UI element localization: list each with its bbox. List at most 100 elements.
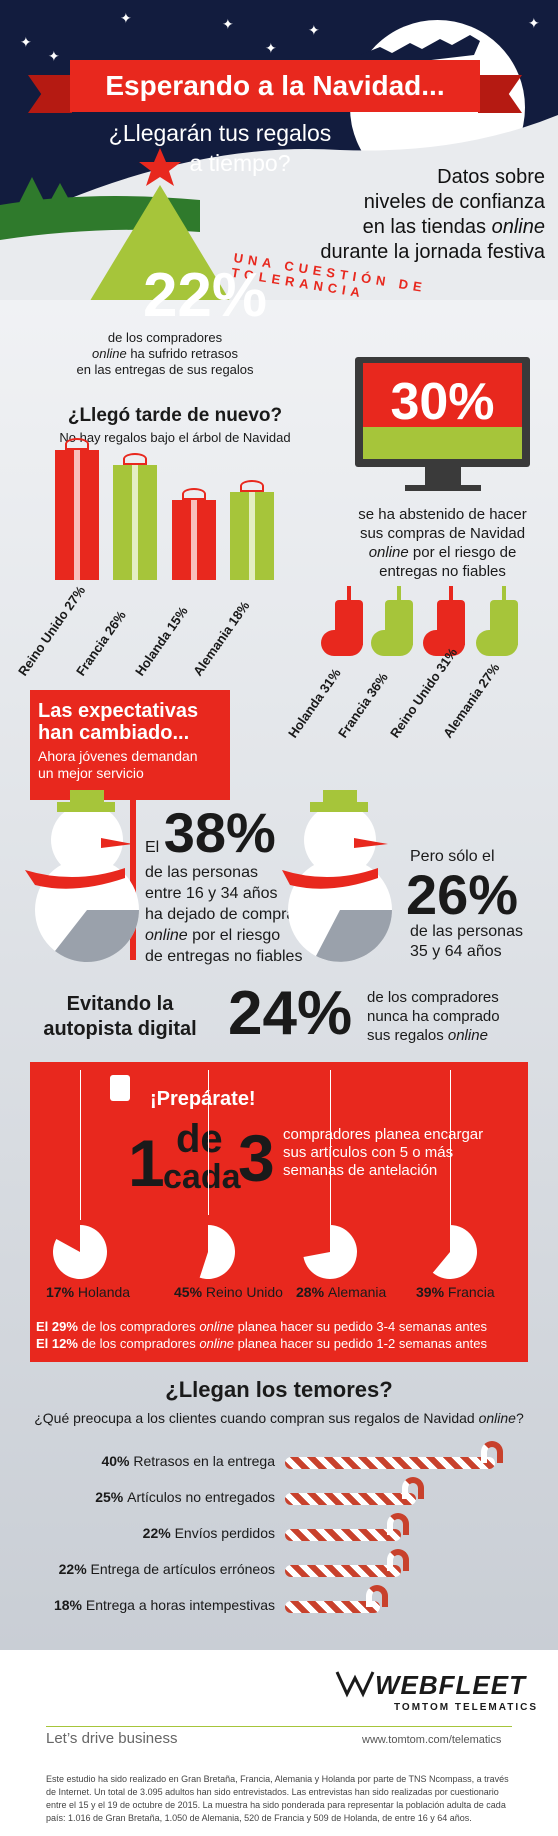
carrot-nose xyxy=(354,838,388,848)
snowman-head xyxy=(51,804,123,876)
stocking-hook xyxy=(397,586,401,600)
gift-ribbon xyxy=(191,500,197,580)
ratio-three: 3 xyxy=(238,1121,275,1195)
ratio-de: de xyxy=(176,1117,223,1161)
fear-label: 22% Entrega de artículos erróneos xyxy=(20,1561,275,1577)
expectations-subtitle: Ahora jóvenes demandan un mejor servicio xyxy=(38,748,198,782)
gift-bow-icon xyxy=(65,438,89,450)
star-icon: ✦ xyxy=(48,48,60,64)
star-icon: ✦ xyxy=(120,10,132,26)
ornament-value: 28% xyxy=(296,1284,328,1300)
stocking-foot xyxy=(321,630,363,656)
young-line: de entregas no fiables xyxy=(145,948,303,965)
old-line: 35 y 64 años xyxy=(410,943,502,960)
subtitle-line: ¿Llegarán tus regalos xyxy=(108,120,332,146)
monitor-screen xyxy=(363,363,522,427)
fear-value: 18% xyxy=(53,1597,86,1613)
gift-bow-icon xyxy=(240,480,264,492)
ornament-label: 45% Reino Unido xyxy=(174,1284,283,1300)
ornament-label: 28% Alemania xyxy=(296,1284,386,1300)
late-again-subtitle: No hay regalos bajo el árbol de Navidad xyxy=(59,430,291,445)
star-icon xyxy=(139,148,181,186)
fear-label: 40% Retrasos en la entrega xyxy=(20,1453,275,1469)
highway-title: Evitando la autopista digital xyxy=(25,992,215,1042)
hat-top xyxy=(323,790,357,806)
ornament-country: Reino Unido xyxy=(205,1284,283,1300)
hat-brim xyxy=(57,802,115,812)
tagline: Let’s drive business xyxy=(46,1730,178,1747)
scarf xyxy=(282,868,378,889)
highway-line: de los compradores xyxy=(367,989,499,1006)
delay-line: en las entregas de sus regalos xyxy=(76,362,254,377)
gift-ribbon xyxy=(249,492,255,580)
prepare-title: ¡Prepárate! xyxy=(150,1088,256,1110)
ornament-value: 17% xyxy=(46,1284,78,1300)
ornament-label: 39% Francia xyxy=(416,1284,495,1300)
star-icon: ✦ xyxy=(222,16,234,32)
ornament-country: Holanda xyxy=(77,1284,131,1300)
hat-top xyxy=(70,790,104,806)
ratio-cada: cada xyxy=(163,1158,241,1196)
gift-ribbon xyxy=(132,465,138,580)
fear-text: Entrega de artículos erróneos xyxy=(90,1561,275,1577)
highway-line: sus regalos online xyxy=(367,1027,488,1044)
gift-ribbon xyxy=(74,450,80,580)
candy-cane-hook-icon xyxy=(481,1441,503,1463)
candy-cane-hook-icon xyxy=(387,1513,409,1535)
delay-line: de los compradores xyxy=(107,330,223,345)
footer-link[interactable]: www.tomtom.com/telematics xyxy=(362,1734,502,1746)
candy-cane-hook-icon xyxy=(402,1477,424,1499)
old-description: de las personas 35 y 64 años xyxy=(410,922,523,962)
young-line: de las personas xyxy=(145,864,258,881)
sign-pole xyxy=(130,790,136,960)
highway-description: de los compradores nunca ha comprado sus… xyxy=(367,988,500,1045)
candy-cane-bar xyxy=(285,1601,380,1613)
star-icon: ✦ xyxy=(528,15,540,31)
abstained-description: se ha abstenido de hacer sus compras de … xyxy=(330,505,555,581)
candy-cane-hook-icon xyxy=(366,1585,388,1607)
abstained-line: se ha abstenido de hacer xyxy=(358,506,527,523)
ornament-slice xyxy=(199,1225,235,1279)
young-stat: El 38% xyxy=(145,805,276,861)
fear-text: Retrasos en la entrega xyxy=(133,1453,275,1469)
old-pre: Pero sólo el xyxy=(410,848,495,865)
ornament-icon xyxy=(53,1225,107,1279)
stocking-foot xyxy=(371,630,413,656)
abstained-percent: 30% xyxy=(390,373,495,431)
stocking-hook xyxy=(347,586,351,600)
pine-tree-icon xyxy=(18,177,72,205)
young-pre: El xyxy=(145,839,160,856)
fears-question: ¿Qué preocupa a los clientes cuando comp… xyxy=(34,1410,524,1426)
description-line: Datos sobre xyxy=(437,166,545,188)
ornament-string xyxy=(450,1070,451,1230)
delay-description: de los compradores online ha sufrido ret… xyxy=(55,330,275,378)
prepare-line: semanas de antelación xyxy=(283,1162,438,1179)
ornament-slice xyxy=(53,1225,107,1279)
study-disclaimer: Este estudio ha sido realizado en Gran B… xyxy=(46,1774,509,1823)
ornament-string xyxy=(330,1070,331,1225)
ornament-label: 17% Holanda xyxy=(46,1284,130,1300)
fear-text: Envíos perdidos xyxy=(174,1525,275,1541)
fear-value: 25% xyxy=(95,1489,128,1505)
late-again-title: ¿Llegó tarde de nuevo? xyxy=(67,405,283,426)
expectations-title: Las expectativas han cambiado... xyxy=(38,700,198,744)
candy-cane-bar xyxy=(285,1457,495,1469)
gift-bow-icon xyxy=(123,453,147,465)
subtitle-line: a tiempo? xyxy=(189,150,291,176)
highway-title-line: Evitando la xyxy=(66,993,174,1015)
ornament-string xyxy=(208,1070,209,1215)
expectations-box xyxy=(30,690,230,800)
abstained-line: online por el riesgo de xyxy=(368,544,517,561)
ornament-slice xyxy=(432,1225,477,1279)
ornament-value: 45% xyxy=(174,1284,206,1300)
lock-icon xyxy=(110,1075,130,1101)
prepare-description: compradores planea encargar sus artículo… xyxy=(283,1126,483,1180)
prepare-line: compradores planea encargar xyxy=(283,1126,484,1143)
young-description: de las personas entre 16 y 34 años ha de… xyxy=(145,862,302,967)
monitor-screen-bottom xyxy=(363,427,522,459)
candy-cane-bar xyxy=(285,1493,416,1505)
ornament-country: Alemania xyxy=(327,1284,387,1300)
ornament-icon xyxy=(303,1225,357,1279)
fear-text: Artículos no entregados xyxy=(127,1489,275,1505)
old-line: de las personas xyxy=(410,923,523,940)
